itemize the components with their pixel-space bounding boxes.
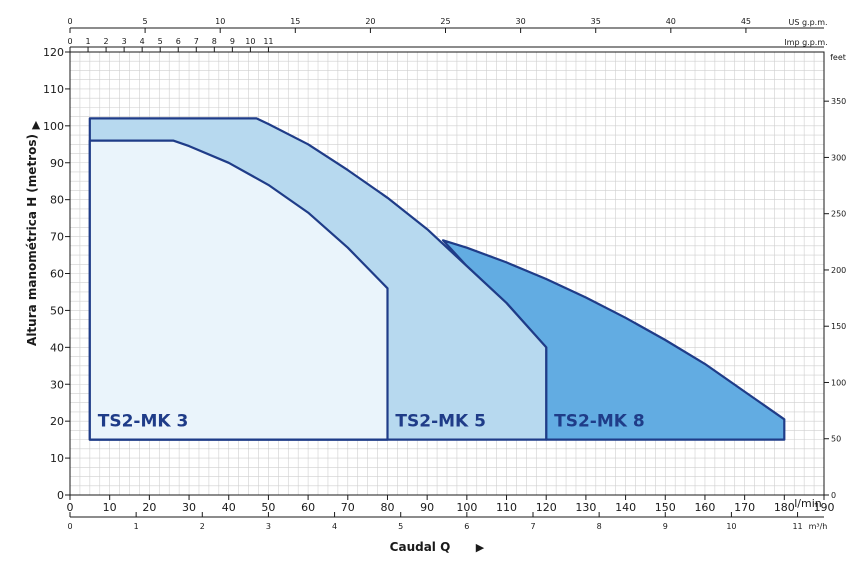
right-feet-unit: feet (830, 53, 846, 62)
y-tick-label: 50 (50, 304, 64, 317)
right-feet-tick-label: 150 (831, 322, 846, 331)
x-tick-label: 190 (814, 501, 835, 514)
bottom-m3h-tick-label: 6 (464, 522, 469, 531)
x-tick-label: 50 (261, 501, 275, 514)
x-tick-label: 70 (341, 501, 355, 514)
right-feet-tick-label: 0 (831, 491, 836, 500)
right-feet-tick-label: 200 (831, 266, 846, 275)
right-feet-tick-label: 50 (831, 435, 841, 444)
axes: 0 10 20 30 40 50 60 70 80 90 100 110 120 130 140 150 160… (43, 17, 846, 531)
top-imp-unit: Imp g.p.m. (784, 38, 827, 47)
top-us-tick-label: 40 (666, 17, 676, 26)
y-tick-label: 40 (50, 341, 64, 354)
y-tick-label: 20 (50, 415, 64, 428)
x-tick-label: 20 (142, 501, 156, 514)
top-us-tick-label: 5 (143, 17, 148, 26)
y-arrow-icon: ▲ (32, 118, 41, 131)
bottom-m3h-tick-label: 2 (200, 522, 205, 531)
x-tick-label: 60 (301, 501, 315, 514)
series-labels: TS2-MK 3 TS2-MK 5 TS2-MK 8 (98, 412, 645, 432)
right-feet-tick-label: 250 (831, 210, 846, 219)
x-tick-label: 110 (496, 501, 517, 514)
series-label: TS2-MK 8 (554, 412, 645, 432)
top-us-tick-label: 30 (516, 17, 526, 26)
bottom-m3h-tick-label: 5 (398, 522, 403, 531)
top-us-unit: US g.p.m. (788, 18, 827, 27)
x-arrow-icon: ▶ (476, 541, 485, 554)
series-label: TS2-MK 5 (395, 412, 486, 432)
y-tick-label: 30 (50, 378, 64, 391)
x-tick-label: 150 (655, 501, 676, 514)
top-imp-tick-label: 4 (140, 37, 145, 46)
x-tick-label: 120 (536, 501, 557, 514)
top-us-tick-label: 25 (440, 17, 450, 26)
bottom-m3h-tick-label: 8 (597, 522, 602, 531)
bottom-m3h-tick-label: 1 (134, 522, 139, 531)
top-imp-tick-label: 10 (245, 37, 255, 46)
bottom-m3h-unit: m³/h (809, 522, 828, 531)
y-tick-label: 10 (50, 452, 64, 465)
x-tick-label: 100 (456, 501, 477, 514)
x-tick-label: 160 (694, 501, 715, 514)
right-feet-tick-label: 100 (831, 378, 846, 387)
y-axis-title: Altura manométrica H (metros) (25, 134, 39, 346)
top-imp-tick-label: 3 (122, 37, 127, 46)
bottom-m3h-tick-label: 7 (530, 522, 535, 531)
x-tick-label: 90 (420, 501, 434, 514)
y-tick-label: 100 (43, 120, 64, 133)
x-unit-label: l/min (794, 497, 822, 510)
x-tick-label: 140 (615, 501, 636, 514)
top-imp-tick-label: 8 (212, 37, 217, 46)
series-area-3 (88, 139, 389, 441)
x-tick-label: 170 (734, 501, 755, 514)
bottom-m3h-tick-label: 11 (792, 522, 802, 531)
top-us-tick-label: 35 (591, 17, 601, 26)
bottom-m3h-tick-label: 4 (332, 522, 337, 531)
right-feet-tick-label: 300 (831, 153, 846, 162)
bottom-m3h-tick-label: 9 (663, 522, 668, 531)
top-us-tick-label: 10 (215, 17, 225, 26)
bottom-m3h-tick-label: 3 (266, 522, 271, 531)
y-tick-label: 120 (43, 46, 64, 59)
top-us-tick-label: 15 (290, 17, 300, 26)
x-tick-label: 10 (103, 501, 117, 514)
top-us-tick-label: 45 (741, 17, 751, 26)
bottom-m3h-tick-label: 10 (726, 522, 736, 531)
y-tick-label: 110 (43, 83, 64, 96)
top-imp-tick-label: 11 (263, 37, 273, 46)
top-imp-tick-label: 1 (85, 37, 90, 46)
top-imp-tick-label: 2 (104, 37, 109, 46)
x-tick-label: 40 (222, 501, 236, 514)
top-us-tick-label: 0 (67, 17, 72, 26)
y-tick-label: 80 (50, 194, 64, 207)
series-label: TS2-MK 3 (98, 412, 189, 432)
x-tick-label: 0 (67, 501, 74, 514)
top-us-tick-label: 20 (365, 17, 375, 26)
x-tick-label: 180 (774, 501, 795, 514)
y-tick-label: 0 (57, 489, 64, 502)
x-tick-label: 130 (575, 501, 596, 514)
top-imp-tick-label: 7 (194, 37, 199, 46)
bottom-m3h-tick-label: 0 (67, 522, 72, 531)
x-tick-label: 80 (380, 501, 394, 514)
y-tick-label: 60 (50, 268, 64, 281)
x-axis-title: Caudal Q (390, 540, 451, 554)
y-tick-label: 90 (50, 157, 64, 170)
right-feet-tick-label: 350 (831, 97, 846, 106)
series-areas (88, 117, 786, 441)
top-imp-tick-label: 0 (67, 37, 72, 46)
top-imp-tick-label: 6 (176, 37, 181, 46)
y-tick-label: 70 (50, 231, 64, 244)
top-imp-tick-label: 5 (158, 37, 163, 46)
x-tick-label: 30 (182, 501, 196, 514)
top-imp-tick-label: 9 (230, 37, 235, 46)
